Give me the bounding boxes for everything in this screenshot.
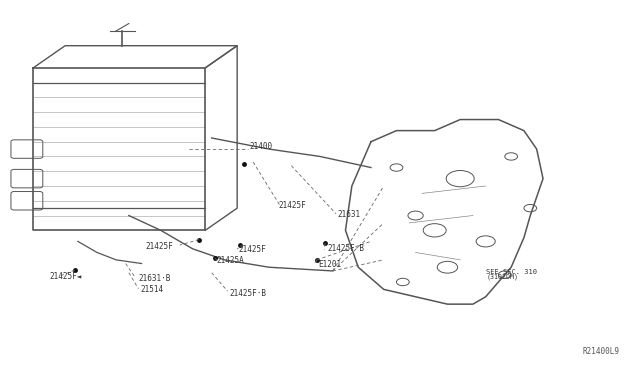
Text: 21425F: 21425F bbox=[239, 245, 266, 254]
Text: R21400L9: R21400L9 bbox=[582, 347, 620, 356]
Circle shape bbox=[437, 261, 458, 273]
Text: 21425F·B: 21425F·B bbox=[328, 244, 365, 253]
Circle shape bbox=[524, 205, 537, 212]
FancyBboxPatch shape bbox=[11, 169, 43, 188]
Circle shape bbox=[408, 211, 423, 220]
Circle shape bbox=[499, 271, 511, 278]
Text: 21631: 21631 bbox=[338, 210, 361, 219]
FancyBboxPatch shape bbox=[11, 140, 43, 158]
Text: 21400: 21400 bbox=[250, 142, 273, 151]
Circle shape bbox=[476, 236, 495, 247]
Circle shape bbox=[446, 170, 474, 187]
Text: SEE SEC. 310: SEE SEC. 310 bbox=[486, 269, 537, 275]
Circle shape bbox=[505, 153, 518, 160]
Text: 21425F: 21425F bbox=[146, 242, 173, 251]
Circle shape bbox=[423, 224, 446, 237]
Text: 21425F·B: 21425F·B bbox=[230, 289, 266, 298]
Text: 21425F◄: 21425F◄ bbox=[49, 272, 81, 281]
Text: E1201: E1201 bbox=[319, 260, 342, 269]
FancyBboxPatch shape bbox=[11, 192, 43, 210]
Circle shape bbox=[390, 164, 403, 171]
Text: (3102DM): (3102DM) bbox=[487, 273, 519, 280]
Text: 21514: 21514 bbox=[140, 285, 163, 294]
Text: 21425F: 21425F bbox=[278, 201, 307, 210]
Text: 21631·B: 21631·B bbox=[138, 274, 171, 283]
Circle shape bbox=[396, 278, 409, 286]
Text: 21425A: 21425A bbox=[217, 256, 244, 265]
